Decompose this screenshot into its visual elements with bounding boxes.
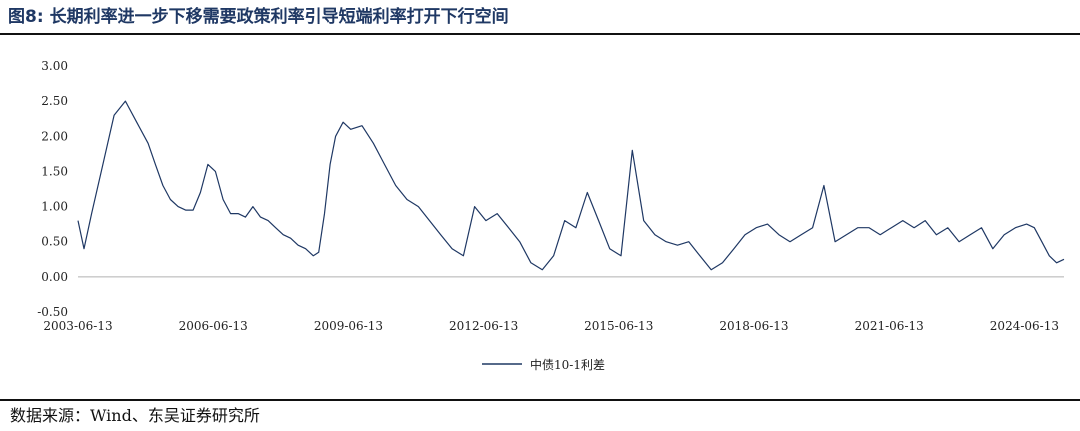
source-rule	[0, 399, 1080, 401]
x-tick-label: 2024-06-13	[990, 319, 1059, 333]
y-axis: 3.00 2.50 2.00 1.50 1.00 0.50 0.00 -0.50	[37, 59, 68, 319]
x-tick-label: 2021-06-13	[855, 319, 924, 333]
y-tick-label: 0.50	[41, 235, 68, 249]
y-tick-label: 1.50	[41, 164, 68, 178]
line-chart: 3.00 2.50 2.00 1.50 1.00 0.50 0.00 -0.50 2003-0…	[37, 59, 1065, 372]
figure-number: 图8:	[8, 7, 44, 27]
x-tick-label: 2018-06-13	[719, 319, 788, 333]
y-tick-label: 2.50	[41, 94, 68, 108]
title-rule	[0, 33, 1080, 35]
x-tick-label: 2012-06-13	[449, 319, 518, 333]
series-line	[77, 100, 1065, 271]
figure-title-text: 长期利率进一步下移需要政策利率引导短端利率打开下行空间	[49, 7, 509, 27]
x-tick-label: 2015-06-13	[584, 319, 653, 333]
x-tick-label: 2003-06-13	[43, 319, 112, 333]
x-tick-label: 2006-06-13	[179, 319, 248, 333]
y-tick-label: 3.00	[41, 59, 68, 73]
figure-title: 图8: 长期利率进一步下移需要政策利率引导短端利率打开下行空间	[8, 4, 509, 30]
y-tick-label: 0.00	[41, 270, 68, 284]
x-tick-label: 2009-06-13	[314, 319, 383, 333]
series-layer	[77, 100, 1065, 271]
legend: 中债10-1利差	[482, 357, 605, 372]
y-tick-label: 1.00	[41, 200, 68, 214]
y-tick-label: -0.50	[37, 305, 68, 319]
x-axis: 2003-06-13 2006-06-13 2009-06-13 2012-06-13…	[43, 276, 1064, 333]
legend-label: 中债10-1利差	[530, 357, 605, 372]
y-tick-label: 2.00	[41, 129, 68, 143]
source-note: 数据来源：Wind、东吴证券研究所	[10, 406, 260, 425]
